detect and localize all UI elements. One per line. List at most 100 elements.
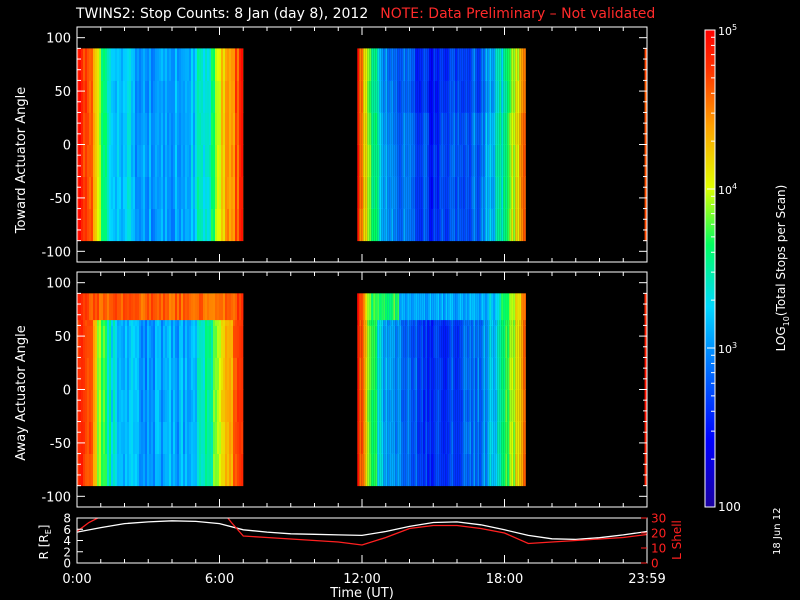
heatmap-cell [151,325,153,358]
heatmap-cell [427,112,430,145]
heatmap-cell [427,80,430,113]
heatmap-cell [507,80,510,113]
heatmap-cell [419,80,422,113]
heatmap-cell [145,421,147,454]
heatmap-cell [525,112,526,145]
heatmap-cell [393,176,396,209]
heatmap-cell [421,325,424,358]
heatmap-cell [137,325,139,358]
heatmap-cell [165,389,167,422]
high-angle-band [107,293,109,321]
heatmap-cell [487,48,490,81]
heatmap-cell [171,389,173,422]
heatmap-cell [477,48,480,81]
heatmap-cell [133,357,135,390]
heatmap-cell [439,48,442,81]
heatmap-cell [489,144,492,177]
heatmap-cell [443,144,446,177]
heatmap-cell [363,453,366,487]
heatmap-cell [225,176,227,209]
heatmap-cell [503,389,506,422]
heatmap-cell [365,208,368,242]
heatmap-cell [223,208,225,242]
heatmap-cell [411,176,414,209]
heatmap-cell [163,176,165,209]
heatmap-cell [449,357,452,390]
heatmap-cell [181,421,183,454]
heatmap-cell [199,389,201,422]
high-angle-band [447,293,450,321]
heatmap-cell [497,357,500,390]
heatmap-cell [361,208,364,242]
heatmap-cell [205,389,207,422]
heatmap-cell [423,144,426,177]
high-angle-band [449,293,452,321]
heatmap-cell [431,357,434,390]
heatmap-cell [501,325,504,358]
heatmap-cell [509,176,512,209]
heatmap-cell [439,389,442,422]
heatmap-cell [219,48,221,81]
heatmap-cell [127,357,129,390]
heatmap-cell [373,389,376,422]
heatmap-cell [477,453,480,487]
heatmap-cell [237,144,239,177]
heatmap-cell [483,421,486,454]
heatmap-cell [113,176,115,209]
heatmap-cell [507,144,510,177]
heatmap-cell [401,357,404,390]
heatmap-cell [239,421,241,454]
high-angle-band [499,293,502,321]
heatmap-cell [99,176,101,209]
heatmap-cell [383,208,386,242]
heatmap-cell [99,453,101,487]
heatmap-cell [377,208,380,242]
heatmap-cell [143,325,145,358]
heatmap-cell [433,357,436,390]
high-angle-band [197,293,199,321]
heatmap-cell [415,48,418,81]
heatmap-cell [393,421,396,454]
heatmap-cell [223,453,225,487]
heatmap-cell [519,357,522,390]
heatmap-cell [445,80,448,113]
heatmap-cell [463,112,466,145]
heatmap-cell [129,80,131,113]
heatmap-cell [137,112,139,145]
heatmap-cell [227,357,229,390]
heatmap-cell [501,80,504,113]
heatmap-cell [431,112,434,145]
heatmap-cell [157,112,159,145]
heatmap-cell [367,80,370,113]
heatmap-cell [503,48,506,81]
heatmap-cell [375,112,378,145]
heatmap-cell [415,112,418,145]
heatmap-cell [167,325,169,358]
high-angle-band [219,293,221,321]
high-angle-band [463,293,466,321]
heatmap-cell [115,453,117,487]
heatmap-cell [429,48,432,81]
heatmap-cell [213,325,215,358]
heatmap-cell [471,80,474,113]
heatmap-cell [433,144,436,177]
heatmap-cell [227,208,229,242]
heatmap-cell [391,48,394,81]
heatmap-cell [381,357,384,390]
heatmap-cell [93,48,95,81]
heatmap-cell [101,144,103,177]
heatmap-cell [395,357,398,390]
heatmap-cell [435,112,438,145]
heatmap-cell [235,112,237,145]
heatmap-cell [409,208,412,242]
heatmap-cell [403,176,406,209]
heatmap-cell [409,325,412,358]
heatmap-cell [469,389,472,422]
heatmap-cell [87,325,89,358]
heatmap-cell [141,421,143,454]
heatmap-cell [417,176,420,209]
heatmap-cell [161,48,163,81]
high-angle-band [175,293,177,321]
heatmap-cell [111,421,113,454]
